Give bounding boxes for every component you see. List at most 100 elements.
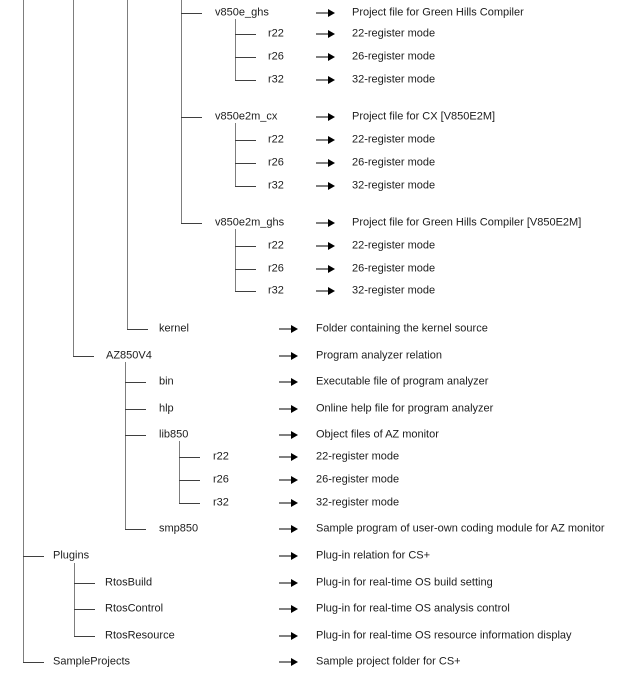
arrow-shaft — [316, 162, 328, 164]
folder-description: Executable file of program analyzer — [316, 375, 489, 388]
tree-branch-line — [127, 329, 148, 330]
folder-description: Sample program of user-own coding module… — [316, 522, 605, 535]
tree-trunk-line — [235, 19, 236, 81]
folder-description: 26-register mode — [352, 50, 436, 63]
folder-name: r22 — [213, 450, 229, 463]
arrow-head-icon — [291, 499, 298, 507]
folder-description: 26-register mode — [352, 262, 436, 275]
tree-branch-line — [74, 609, 95, 610]
arrow-head-icon — [291, 632, 298, 640]
folder-description: Plug-in for real-time OS analysis contro… — [316, 602, 510, 615]
folder-description: 26-register mode — [316, 473, 400, 486]
folder-description: 22-register mode — [352, 27, 436, 40]
arrow-shaft — [279, 328, 291, 330]
arrow-shaft — [279, 635, 291, 637]
tree-branch-line — [74, 583, 95, 584]
arrow-head-icon — [328, 30, 335, 38]
folder-name: r32 — [213, 496, 229, 509]
folder-name: r26 — [213, 473, 229, 486]
arrow-shaft — [279, 408, 291, 410]
tree-branch-line — [235, 34, 256, 35]
arrow-shaft — [279, 608, 291, 610]
tree-trunk-line — [127, 0, 128, 330]
arrow-shaft — [316, 185, 328, 187]
tree-branch-line — [23, 662, 44, 663]
folder-name: r32 — [268, 73, 284, 86]
folder-description: 26-register mode — [352, 156, 436, 169]
tree-branch-line — [125, 435, 146, 436]
arrow-shaft — [279, 661, 291, 663]
tree-branch-line — [74, 636, 95, 637]
arrow-shaft — [316, 290, 328, 292]
tree-branch-line — [125, 382, 146, 383]
arrow-shaft — [316, 56, 328, 58]
arrow-head-icon — [328, 182, 335, 190]
folder-description: Plug-in for real-time OS resource inform… — [316, 629, 572, 642]
arrow-shaft — [316, 139, 328, 141]
tree-branch-line — [181, 117, 202, 118]
tree-trunk-line — [23, 0, 24, 663]
arrow-head-icon — [291, 453, 298, 461]
tree-branch-line — [235, 57, 256, 58]
arrow-head-icon — [328, 136, 335, 144]
folder-name: RtosControl — [105, 602, 164, 615]
folder-description: Folder containing the kernel source — [316, 322, 488, 335]
folder-name: v850e2m_ghs — [215, 216, 285, 229]
folder-name: r22 — [268, 27, 284, 40]
folder-description: Sample project folder for CS+ — [316, 655, 461, 668]
arrow-head-icon — [291, 552, 298, 560]
folder-name: bin — [159, 375, 174, 388]
arrow-head-icon — [328, 242, 335, 250]
arrow-shaft — [316, 33, 328, 35]
arrow-head-icon — [328, 113, 335, 121]
folder-description: Project file for Green Hills Compiler [V… — [352, 216, 582, 229]
tree-trunk-line — [73, 0, 74, 357]
folder-description: 22-register mode — [352, 239, 436, 252]
tree-trunk-line — [181, 0, 182, 224]
folder-description: 32-register mode — [352, 179, 436, 192]
arrow-shaft — [279, 555, 291, 557]
folder-description: 32-register mode — [316, 496, 400, 509]
tree-branch-line — [179, 503, 200, 504]
arrow-head-icon — [328, 9, 335, 17]
tree-branch-line — [181, 223, 202, 224]
arrow-head-icon — [328, 219, 335, 227]
folder-description: Plug-in for real-time OS build setting — [316, 576, 493, 589]
tree-branch-line — [23, 556, 44, 557]
folder-name: r32 — [268, 179, 284, 192]
folder-description: Project file for Green Hills Compiler — [352, 6, 524, 19]
tree-branch-line — [235, 269, 256, 270]
folder-name: v850e2m_cx — [215, 110, 278, 123]
folder-description: Plug-in relation for CS+ — [316, 549, 431, 562]
folder-name: r26 — [268, 262, 284, 275]
arrow-shaft — [316, 268, 328, 270]
arrow-shaft — [279, 456, 291, 458]
arrow-head-icon — [291, 525, 298, 533]
arrow-head-icon — [328, 287, 335, 295]
arrow-shaft — [279, 582, 291, 584]
folder-name: r26 — [268, 156, 284, 169]
folder-name: RtosResource — [105, 629, 175, 642]
folder-name: hlp — [159, 402, 174, 415]
folder-name: SampleProjects — [53, 655, 131, 668]
folder-name: AZ850V4 — [106, 349, 152, 362]
arrow-head-icon — [291, 352, 298, 360]
tree-branch-line — [235, 80, 256, 81]
arrow-shaft — [316, 12, 328, 14]
arrow-head-icon — [291, 325, 298, 333]
arrow-head-icon — [328, 76, 335, 84]
arrow-shaft — [279, 434, 291, 436]
arrow-shaft — [279, 479, 291, 481]
folder-description: 22-register mode — [316, 450, 400, 463]
folder-name: v850e_ghs — [215, 6, 269, 19]
folder-name: r22 — [268, 133, 284, 146]
arrow-head-icon — [291, 405, 298, 413]
arrow-head-icon — [291, 605, 298, 613]
tree-branch-line — [125, 409, 146, 410]
tree-trunk-line — [235, 229, 236, 292]
arrow-shaft — [316, 116, 328, 118]
tree-branch-line — [235, 291, 256, 292]
arrow-shaft — [279, 381, 291, 383]
tree-trunk-line — [125, 362, 126, 530]
